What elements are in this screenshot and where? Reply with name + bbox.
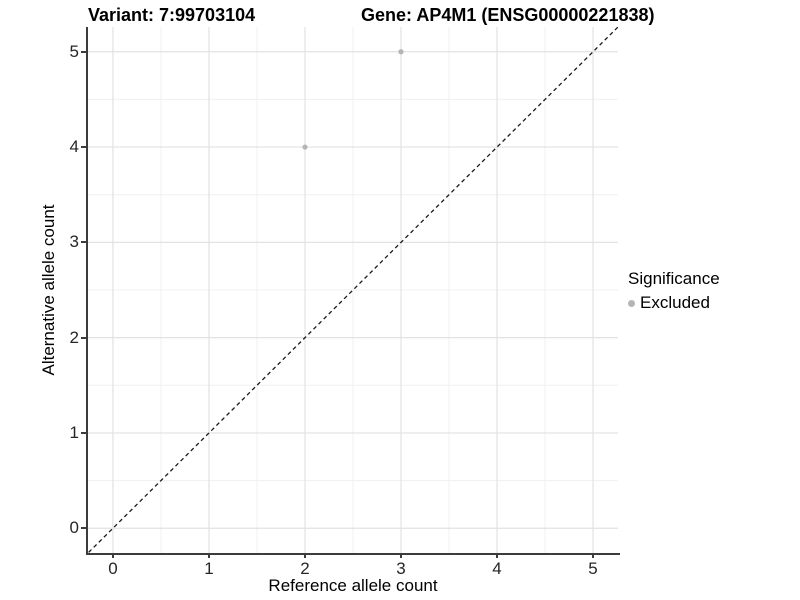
x-axis-line [86, 553, 620, 555]
x-tick-mark [400, 553, 402, 558]
y-tick-label: 3 [69, 232, 79, 252]
legend-item-label: Excluded [640, 293, 710, 312]
y-tick-label: 0 [69, 518, 79, 538]
y-tick-mark [81, 431, 86, 434]
y-tick-mark [81, 50, 86, 53]
x-tick-label: 4 [492, 559, 502, 578]
x-tick-label: 5 [588, 559, 598, 578]
excluded-point-icon [628, 299, 635, 307]
x-tick-mark [303, 553, 306, 558]
y-tick-mark [81, 241, 86, 244]
x-tick-label: 2 [300, 559, 310, 578]
y-tick-label: 1 [69, 422, 79, 442]
x-tick-label: 3 [396, 559, 406, 578]
y-tick-label: 4 [69, 137, 79, 157]
x-tick-mark [496, 553, 499, 558]
x-tick-mark [592, 553, 595, 558]
plot-canvas [88, 27, 618, 553]
x-tick-mark [207, 553, 210, 558]
y-axis-title: Alternative allele count [39, 204, 58, 376]
y-tick-label: 5 [69, 41, 79, 61]
y-axis-line [86, 27, 88, 555]
y-tick-mark [81, 146, 86, 149]
y-tick-mark [81, 527, 86, 530]
variant-title: Variant: 7:99703104 [88, 5, 256, 25]
x-tick-mark [111, 553, 114, 558]
data-point [398, 49, 404, 55]
data-point [302, 144, 308, 150]
legend: Significance Excluded [628, 269, 720, 313]
x-tick-label: 1 [204, 559, 214, 578]
gene-title: Gene: AP4M1 (ENSG00000221838) [361, 5, 655, 25]
y-tick-label: 2 [69, 327, 79, 347]
y-tick-mark [81, 336, 86, 339]
legend-title: Significance [628, 269, 720, 288]
x-axis-title: Reference allele count [268, 576, 438, 595]
plot-panel [88, 27, 618, 553]
legend-item-excluded: Excluded [628, 293, 720, 313]
x-tick-label: 0 [108, 559, 118, 578]
